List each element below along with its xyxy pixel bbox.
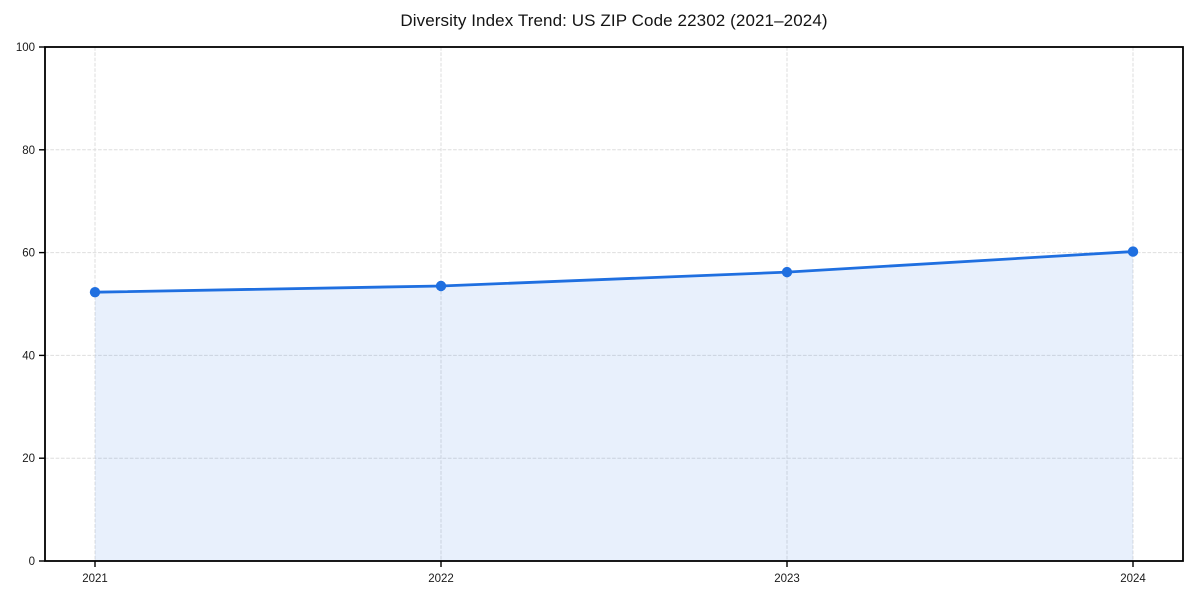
data-point-2023	[781, 266, 793, 278]
trend-line	[93, 250, 1135, 294]
data-point-2022	[435, 280, 447, 292]
plot-border	[44, 46, 1184, 562]
data-point-2024	[1127, 246, 1139, 257]
y-tick-label-20: 20	[22, 453, 35, 465]
y-tick-label-100: 100	[16, 42, 35, 54]
y-tick-label-0: 0	[29, 556, 35, 568]
area-fill	[95, 251, 1133, 561]
y-tick-label-80: 80	[22, 145, 35, 157]
x-tick-label-2022: 2022	[428, 573, 454, 585]
x-tick-label-2021: 2021	[82, 573, 108, 585]
x-tick-label-2024: 2024	[1120, 573, 1146, 585]
y-tick-label-60: 60	[22, 248, 35, 260]
y-tick-label-40: 40	[22, 350, 35, 362]
x-tick-label-2023: 2023	[774, 573, 800, 585]
chart-title: Diversity Index Trend: US ZIP Code 22302…	[400, 11, 828, 30]
data-point-2021	[89, 286, 101, 298]
